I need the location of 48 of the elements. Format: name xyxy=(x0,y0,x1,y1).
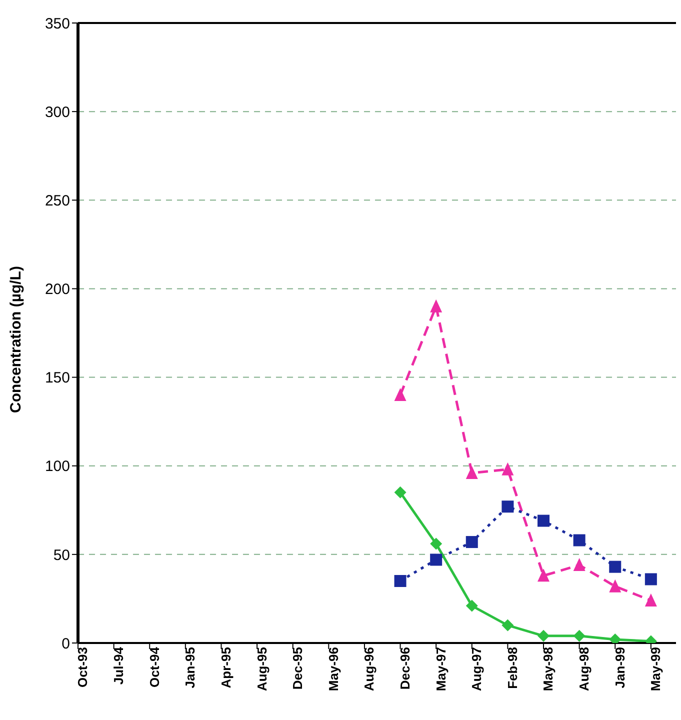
point xyxy=(466,536,478,548)
x-tick-label: May-99 xyxy=(648,647,664,692)
point xyxy=(466,466,478,479)
y-tick-label: 200 xyxy=(44,281,70,298)
point xyxy=(430,299,442,312)
point xyxy=(609,579,622,592)
x-tick-label: Jul-94 xyxy=(111,646,126,685)
x-tick-label: Oct-93 xyxy=(75,647,90,688)
x-tick-label: Feb-98 xyxy=(504,647,520,689)
x-tick-label: May-96 xyxy=(326,647,341,692)
point xyxy=(573,534,586,546)
x-tick-label: Jan-99 xyxy=(612,647,628,688)
point xyxy=(573,558,586,572)
point xyxy=(466,600,478,612)
y-tick-label: 50 xyxy=(53,546,70,564)
point xyxy=(394,388,406,401)
point xyxy=(538,630,550,642)
point xyxy=(394,575,406,587)
point xyxy=(538,568,550,582)
point xyxy=(502,619,514,632)
x-tick-label: Aug-97 xyxy=(469,647,484,692)
x-tick-label: May-98 xyxy=(540,647,556,692)
y-tick-label: 150 xyxy=(44,370,70,387)
point xyxy=(502,462,514,476)
point xyxy=(430,554,442,566)
y-tick-label: 350 xyxy=(44,15,70,32)
point xyxy=(644,593,657,606)
x-tick-label: Dec-95 xyxy=(290,647,306,690)
x-tick-label: Dec-96 xyxy=(398,647,413,690)
x-tick-label: May-97 xyxy=(433,647,448,692)
y-tick-label: 0 xyxy=(62,635,70,652)
y-tick-label: 300 xyxy=(44,104,70,121)
point xyxy=(502,500,514,513)
point xyxy=(573,630,586,642)
y-tick-label: 100 xyxy=(44,458,70,476)
point xyxy=(538,514,550,527)
point xyxy=(609,560,622,573)
x-tick-label: Apr-95 xyxy=(218,647,234,688)
x-tick-label: Oct-94 xyxy=(146,646,162,688)
y-axis-title: Concentration (µg/L) xyxy=(7,266,24,413)
x-tick-label: Aug-95 xyxy=(254,647,270,692)
x-tick-label: Jan-95 xyxy=(182,647,198,688)
point xyxy=(394,486,406,498)
point xyxy=(430,538,442,550)
x-tick-label: Aug-96 xyxy=(362,647,377,692)
point xyxy=(644,573,657,586)
x-tick-label: Aug-98 xyxy=(576,647,592,692)
y-tick-label: 250 xyxy=(44,192,70,210)
